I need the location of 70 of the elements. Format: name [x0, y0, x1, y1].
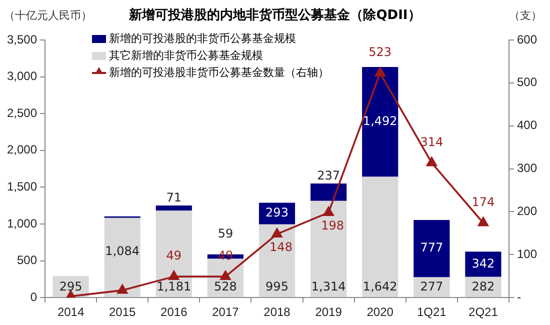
- x-tick-label: 1Q21: [416, 305, 447, 320]
- y-tick-label: 1,000: [7, 216, 38, 230]
- x-tick-label: 2Q21: [468, 305, 498, 320]
- data-label: 1,314: [311, 280, 346, 294]
- data-label: 342: [472, 256, 495, 270]
- y2-tick-label: 200: [516, 204, 538, 218]
- y2-tick-label: 300: [516, 161, 538, 176]
- data-label: 1,084: [105, 244, 140, 258]
- bar: [362, 176, 398, 298]
- bar: [310, 200, 347, 298]
- data-label: 1,642: [362, 280, 398, 294]
- data-label: 995: [266, 280, 288, 294]
- data-label: 295: [59, 280, 82, 294]
- x-tick-label: 2020: [366, 305, 394, 320]
- point: [168, 270, 180, 280]
- bar: [414, 277, 450, 298]
- chart-title: 新增可投港股的内地非货币型公募基金（除QDII）: [129, 8, 421, 23]
- y2-tick-label: 400: [516, 118, 538, 132]
- bar: [258, 224, 296, 298]
- legend-label: 新增的可投港股的非货币公募基金规模: [109, 31, 296, 47]
- point: [374, 67, 386, 76]
- legend-label: 新增的可投港股非货币公募基金数量（右轴）: [109, 65, 329, 81]
- data-label: 148: [270, 240, 292, 254]
- data-label: 277: [420, 280, 444, 294]
- data-label: 174: [472, 195, 495, 210]
- bar: [104, 218, 140, 298]
- data-label: 293: [266, 206, 288, 220]
- bar: [156, 205, 192, 211]
- x-tick-label: 2019: [315, 305, 342, 320]
- point: [478, 216, 488, 226]
- y2-tick-label: 100: [516, 246, 538, 261]
- point: [426, 156, 437, 166]
- bar: [156, 210, 192, 298]
- data-label: 1,492: [362, 114, 398, 128]
- data-label: 314: [420, 134, 444, 149]
- y-axis-title: （十亿元人民币）: [4, 8, 92, 23]
- x-tick-label: 2014: [57, 305, 84, 320]
- y-tick-label: 2,500: [7, 106, 38, 120]
- legend-label: 其它新增的非货币公募基金规模: [109, 48, 263, 64]
- data-label: 523: [368, 45, 392, 60]
- data-label: 528: [214, 280, 237, 294]
- data-label: 71: [166, 190, 182, 205]
- y-tick-label: 2,000: [7, 142, 38, 157]
- point: [323, 206, 334, 216]
- y-tick-label: 1,500: [7, 180, 38, 194]
- data-label: 1,181: [156, 280, 192, 294]
- x-tick-label: 2017: [212, 305, 240, 320]
- x-tick-label: 2018: [264, 305, 291, 320]
- data-label: 59: [218, 226, 234, 241]
- y-tick-label: 0: [30, 290, 38, 304]
- x-tick-label: 2016: [160, 305, 188, 320]
- data-label: 49: [166, 248, 182, 263]
- y-tick-label: 500: [17, 253, 38, 268]
- y-tick-label: 3,500: [7, 32, 38, 46]
- bar: [465, 252, 502, 277]
- y2-tick-label: 600: [516, 32, 538, 46]
- y-tick-label: 3,000: [7, 69, 38, 84]
- data-label: 777: [420, 240, 444, 255]
- y2-axis-title: （支）: [509, 8, 542, 23]
- bar: [362, 66, 398, 177]
- bar: [414, 220, 450, 278]
- point: [272, 228, 282, 238]
- data-label: 237: [317, 168, 340, 183]
- data-label: 198: [321, 218, 344, 233]
- point: [117, 284, 128, 294]
- y2-tick-label: 500: [516, 75, 538, 90]
- x-tick-label: 2015: [109, 305, 136, 320]
- bar: [310, 183, 347, 201]
- y2-tick-label: -: [516, 290, 521, 304]
- data-label: 282: [472, 280, 495, 294]
